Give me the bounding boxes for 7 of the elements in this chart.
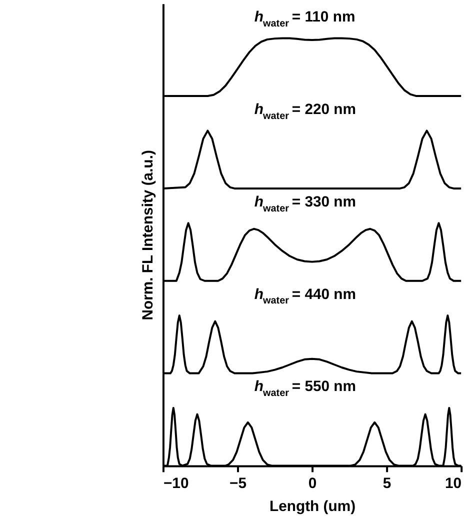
x-tick-label: −10: [163, 476, 189, 492]
y-axis-title: Norm. FL Intensity (a.u.): [140, 150, 157, 320]
x-axis-title: Length (um): [270, 498, 356, 515]
x-tick-label: 5: [382, 476, 392, 492]
x-tick-label: −5: [230, 476, 246, 492]
x-tick-label: 10: [445, 476, 462, 492]
x-tick-label: 0: [308, 476, 317, 492]
